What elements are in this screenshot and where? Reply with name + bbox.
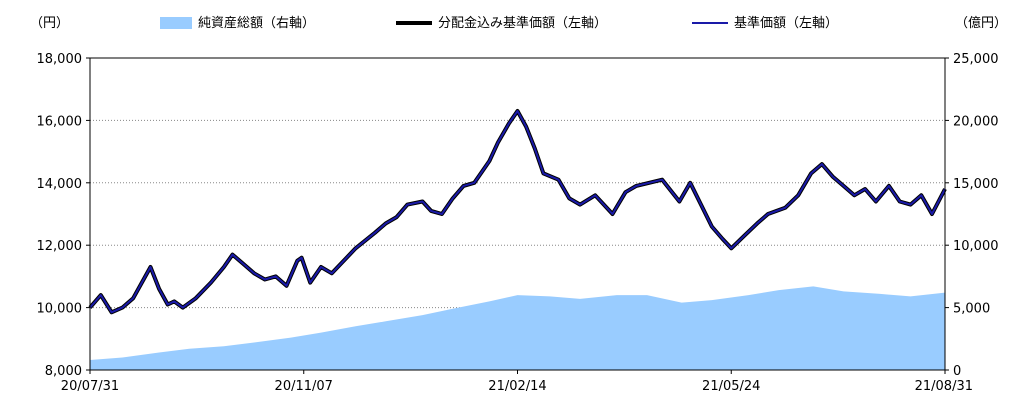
right-axis-unit: （億円） (955, 15, 1007, 31)
legend-label-nav: 基準価額（左軸） (734, 15, 838, 31)
x-axis-ticks: 20/07/31 20/11/07 21/02/14 21/05/24 21/08/31 (61, 370, 973, 394)
left-tick-label: 12,000 (37, 239, 83, 254)
right-axis-ticks: 0 5,000 10,000 15,000 20,000 25,000 (945, 52, 999, 379)
x-tick-label: 21/02/14 (488, 379, 546, 394)
left-tick-label: 18,000 (37, 52, 83, 67)
right-tick-label: 0 (953, 364, 961, 379)
x-tick-label: 21/08/31 (915, 379, 973, 394)
right-tick-label: 25,000 (953, 52, 999, 67)
right-tick-label: 15,000 (953, 177, 999, 192)
right-tick-label: 5,000 (953, 302, 990, 317)
left-tick-label: 10,000 (37, 302, 83, 317)
series-line-dividend-nav (88, 109, 947, 315)
left-axis-unit: （円） (30, 16, 69, 31)
left-axis-ticks: 8,000 10,000 12,000 14,000 16,000 18,000 (37, 52, 90, 379)
series-line-nav (89, 110, 946, 314)
left-tick-label: 8,000 (45, 364, 82, 379)
left-tick-label: 14,000 (37, 177, 83, 192)
left-tick-label: 16,000 (37, 114, 83, 129)
x-tick-label: 20/07/31 (61, 379, 119, 394)
legend-label-dividend-nav: 分配金込み基準価額（左軸） (438, 15, 607, 31)
legend-swatch-net-assets (160, 17, 192, 29)
series-area-net-assets (90, 286, 945, 370)
right-tick-label: 10,000 (953, 239, 999, 254)
right-tick-label: 20,000 (953, 114, 999, 129)
price-lines-layer (88, 109, 947, 315)
x-tick-label: 21/05/24 (702, 379, 760, 394)
net-assets-area-layer (90, 286, 945, 370)
x-tick-label: 20/11/07 (275, 379, 333, 394)
legend-label-net-assets: 純資産総額（右軸） (198, 15, 315, 31)
gridlines (90, 119, 945, 309)
legend: 純資産総額（右軸） 分配金込み基準価額（左軸） 基準価額（左軸） (160, 15, 838, 31)
